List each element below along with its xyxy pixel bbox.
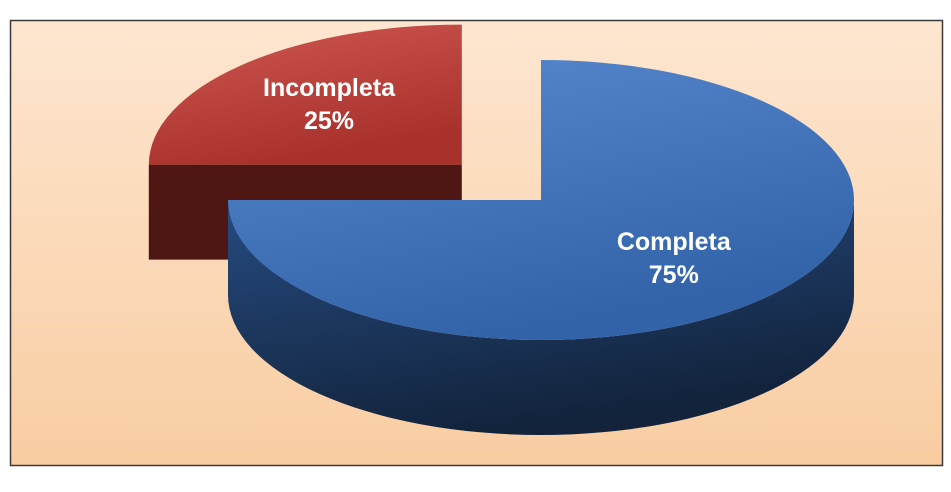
slice-side — [228, 200, 854, 435]
slice-category-label: Incompleta — [263, 74, 396, 102]
slice-category-label: Completa — [617, 228, 732, 256]
slice-top — [148, 24, 462, 165]
slice-value-label: 75% — [649, 261, 699, 289]
slice-top — [228, 60, 854, 340]
slice-value-label: 25% — [304, 107, 354, 135]
pie-slice — [228, 60, 854, 435]
